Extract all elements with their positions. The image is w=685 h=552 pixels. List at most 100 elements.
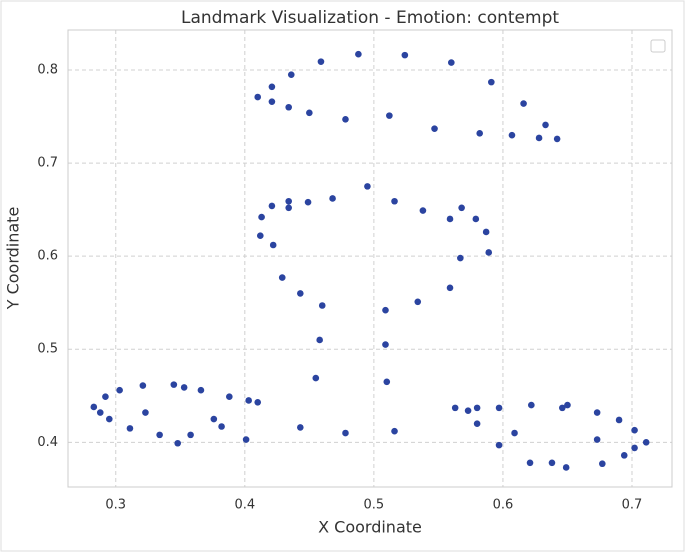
- x-tick-label: 0.7: [622, 498, 643, 513]
- point: [446, 215, 454, 223]
- point: [419, 207, 427, 214]
- point: [116, 386, 123, 394]
- point: [382, 306, 389, 314]
- y-tick-label: 0.5: [37, 342, 58, 357]
- point: [342, 429, 349, 437]
- x-tick-label: 0.4: [234, 498, 255, 513]
- point: [156, 431, 163, 439]
- point: [593, 436, 601, 443]
- x-tick-label: 0.5: [364, 498, 385, 513]
- point: [431, 125, 438, 132]
- point: [96, 409, 104, 416]
- point: [473, 420, 481, 428]
- y-tick-label: 0.6: [37, 249, 58, 264]
- point: [316, 336, 323, 344]
- point: [268, 202, 276, 210]
- plot-frame: [67, 29, 673, 488]
- point: [508, 131, 516, 139]
- point: [256, 232, 264, 239]
- point: [631, 426, 638, 434]
- point: [548, 459, 556, 467]
- point: [317, 58, 325, 65]
- x-tick-label: 0.6: [493, 498, 514, 513]
- point: [383, 378, 391, 386]
- point: [297, 290, 304, 297]
- y-tick-label: 0.7: [37, 156, 58, 171]
- point: [528, 401, 535, 409]
- point: [451, 404, 459, 412]
- point: [631, 444, 638, 452]
- point: [593, 409, 601, 416]
- point: [254, 399, 262, 406]
- point: [464, 407, 472, 414]
- y-tick-label: 0.4: [37, 435, 58, 450]
- point: [391, 197, 398, 205]
- point: [254, 93, 262, 101]
- point: [268, 98, 276, 105]
- point: [304, 198, 312, 206]
- point: [287, 71, 295, 78]
- point: [448, 59, 455, 66]
- point: [180, 384, 188, 391]
- point: [482, 228, 490, 236]
- x-axis-label: X Coordinate: [318, 518, 422, 537]
- point: [458, 204, 465, 212]
- grid: [68, 30, 672, 487]
- point: [268, 83, 276, 91]
- point: [285, 197, 292, 205]
- point: [210, 415, 218, 423]
- point: [312, 374, 320, 382]
- point: [511, 429, 518, 437]
- y-tick-label: 0.8: [37, 63, 58, 78]
- point: [355, 50, 362, 58]
- point: [306, 109, 313, 117]
- point: [297, 424, 304, 431]
- point: [285, 103, 292, 111]
- point: [174, 439, 182, 447]
- point: [401, 51, 409, 59]
- point: [278, 274, 286, 281]
- point: [318, 302, 326, 309]
- point: [170, 381, 178, 388]
- point: [142, 409, 149, 416]
- point: [126, 425, 134, 432]
- point: [488, 78, 495, 86]
- point: [285, 204, 292, 212]
- chart-title: Landmark Visualization - Emotion: contem…: [181, 8, 559, 28]
- point: [364, 183, 371, 190]
- x-tick-label: 0.3: [105, 498, 126, 513]
- point: [553, 135, 561, 143]
- legend: [650, 39, 666, 53]
- point: [476, 130, 484, 137]
- point: [414, 298, 422, 306]
- point: [485, 249, 493, 256]
- point: [391, 427, 398, 435]
- point: [642, 439, 650, 446]
- point: [226, 393, 233, 401]
- point: [457, 254, 464, 262]
- point: [535, 134, 543, 142]
- point: [599, 460, 606, 468]
- point: [269, 241, 277, 249]
- y-axis-label: Y Coordinate: [4, 207, 23, 311]
- point: [620, 452, 628, 459]
- point: [90, 403, 98, 411]
- point: [139, 382, 147, 389]
- point: [472, 215, 480, 223]
- point: [562, 464, 570, 471]
- point: [102, 393, 109, 401]
- point: [564, 401, 571, 409]
- point: [242, 436, 250, 443]
- point: [520, 100, 527, 107]
- point: [329, 195, 336, 202]
- point: [558, 404, 566, 412]
- point: [495, 404, 503, 412]
- point: [615, 416, 623, 424]
- point: [342, 116, 349, 123]
- point: [245, 397, 252, 404]
- point: [446, 284, 454, 292]
- point: [187, 431, 194, 439]
- points: [90, 50, 650, 471]
